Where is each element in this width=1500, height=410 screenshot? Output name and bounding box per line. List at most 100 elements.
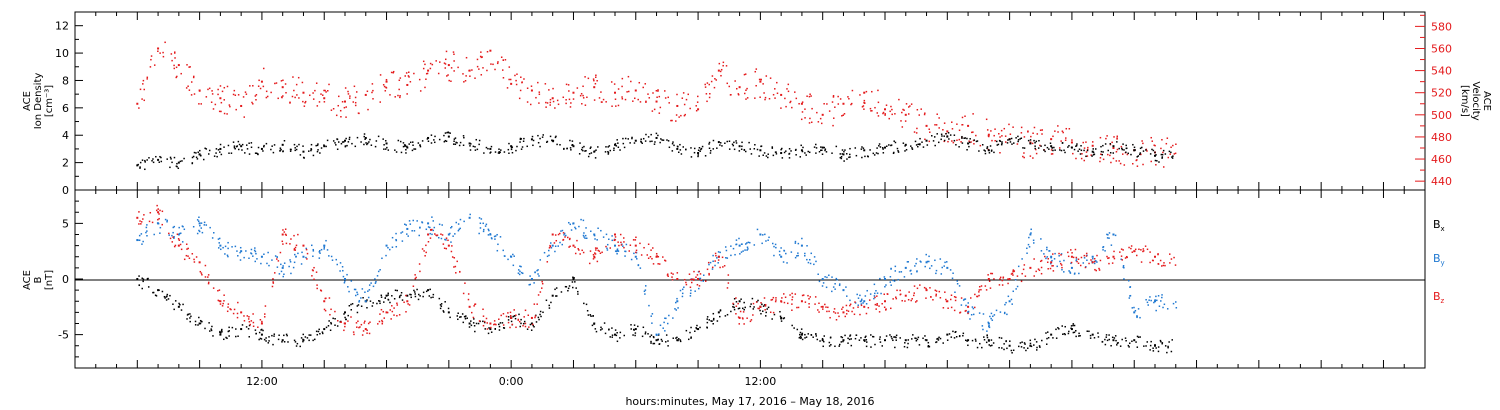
- density-point-jitter: [241, 143, 244, 146]
- bz-point-jitter: [471, 311, 473, 314]
- bz-point-jitter: [692, 279, 695, 281]
- by-point: [447, 233, 450, 236]
- bx-point-jitter: [870, 346, 872, 348]
- by-point-jitter: [548, 254, 550, 257]
- by-point-jitter: [348, 290, 350, 293]
- velocity-point-jitter: [189, 66, 191, 68]
- bz-point-jitter: [1108, 262, 1110, 265]
- velocity-point-jitter: [817, 121, 820, 123]
- density-point-jitter: [498, 151, 500, 153]
- density-point-jitter: [445, 140, 448, 143]
- velocity-point-jitter: [970, 141, 972, 143]
- bz-point-jitter: [601, 251, 603, 254]
- bx-point-jitter: [212, 335, 214, 337]
- bz-point-jitter: [272, 281, 274, 283]
- density-point-jitter: [384, 148, 387, 150]
- by-point-jitter: [624, 255, 626, 257]
- bx-point-jitter: [575, 287, 577, 289]
- bx-point-jitter: [146, 277, 149, 280]
- bz-point-jitter: [1011, 272, 1014, 275]
- bx-point-jitter: [750, 303, 752, 305]
- density-point-jitter: [183, 157, 185, 160]
- velocity-point-jitter: [991, 139, 993, 142]
- density-point-jitter: [478, 143, 480, 146]
- velocity-point-jitter: [870, 110, 872, 112]
- by-point-jitter: [790, 251, 793, 253]
- bz-point-jitter: [500, 314, 502, 317]
- bz-point-jitter: [531, 323, 534, 326]
- density-point: [427, 136, 430, 139]
- by-point-jitter: [521, 272, 524, 275]
- bx-point-jitter: [430, 296, 432, 299]
- bz-point-jitter: [187, 247, 189, 250]
- bx-point-jitter: [988, 344, 990, 346]
- density-point-jitter: [821, 149, 823, 152]
- density-point-jitter: [139, 161, 142, 164]
- velocity-point-jitter: [480, 56, 483, 59]
- velocity-point-jitter: [1051, 153, 1054, 155]
- bx-point-jitter: [1006, 347, 1008, 350]
- bz-point-jitter: [904, 300, 906, 302]
- density-point-jitter: [1079, 153, 1082, 155]
- density-point-jitter: [1044, 144, 1046, 147]
- bx-point-jitter: [440, 305, 443, 307]
- bz-point-jitter: [352, 331, 355, 333]
- bz-point-jitter: [752, 314, 754, 316]
- by-point-jitter: [690, 289, 692, 292]
- density-point-jitter: [894, 141, 897, 144]
- density-point-jitter: [216, 155, 218, 158]
- bx-point-jitter: [822, 340, 825, 343]
- bx-point-jitter: [1139, 336, 1141, 338]
- density-point-jitter: [1109, 143, 1112, 145]
- velocity-point-jitter: [150, 58, 152, 61]
- bx-point-jitter: [1064, 333, 1066, 336]
- by-point-jitter: [738, 237, 740, 240]
- by-point-jitter: [312, 255, 314, 258]
- by-point-jitter: [894, 270, 897, 272]
- bz-point-jitter: [1124, 257, 1127, 259]
- by-point-jitter: [928, 255, 930, 258]
- velocity-point-jitter: [647, 93, 649, 95]
- density-point-jitter: [820, 149, 822, 151]
- bx-point-jitter: [1029, 342, 1032, 345]
- density-point-jitter: [876, 147, 878, 149]
- by-point-jitter: [539, 259, 542, 261]
- by-point-jitter: [488, 229, 490, 232]
- by-point-jitter: [1046, 256, 1049, 258]
- velocity-point-jitter: [754, 70, 757, 73]
- bz-point-jitter: [1067, 255, 1070, 258]
- velocity-point-jitter: [1150, 136, 1152, 139]
- bx-point-jitter: [414, 293, 416, 295]
- velocity-point-jitter: [621, 98, 624, 100]
- velocity-point-jitter: [1071, 139, 1073, 141]
- by-point-jitter: [404, 223, 406, 226]
- bz-point: [323, 300, 326, 303]
- density-point-jitter: [414, 148, 417, 150]
- bz-point-jitter: [421, 248, 424, 250]
- by-point-jitter: [988, 324, 990, 327]
- bz-point-jitter: [248, 316, 250, 318]
- density-point-jitter: [795, 154, 797, 156]
- bx-point: [780, 316, 783, 319]
- velocity-point-jitter: [270, 91, 272, 94]
- density-point-jitter: [279, 150, 281, 152]
- bz-point-jitter: [978, 291, 980, 293]
- by-point-jitter: [702, 280, 704, 282]
- velocity-point-jitter: [1036, 133, 1039, 135]
- velocity-point: [987, 133, 990, 136]
- bx-point-jitter: [690, 337, 692, 339]
- density-point-jitter: [360, 141, 362, 143]
- bx-point-jitter: [387, 292, 389, 295]
- bz-point-jitter: [527, 314, 530, 317]
- density-point-jitter: [395, 151, 398, 153]
- bx-point-jitter: [283, 341, 286, 343]
- bz-point-jitter: [719, 266, 721, 269]
- by-point-jitter: [785, 252, 787, 255]
- density-point-jitter: [917, 143, 920, 146]
- bz-point-jitter: [760, 302, 762, 304]
- bx-point-jitter: [1114, 335, 1117, 337]
- by-point: [302, 255, 305, 258]
- velocity-point-jitter: [259, 87, 262, 90]
- bx-point-jitter: [889, 334, 891, 336]
- velocity-point-jitter: [1009, 133, 1012, 135]
